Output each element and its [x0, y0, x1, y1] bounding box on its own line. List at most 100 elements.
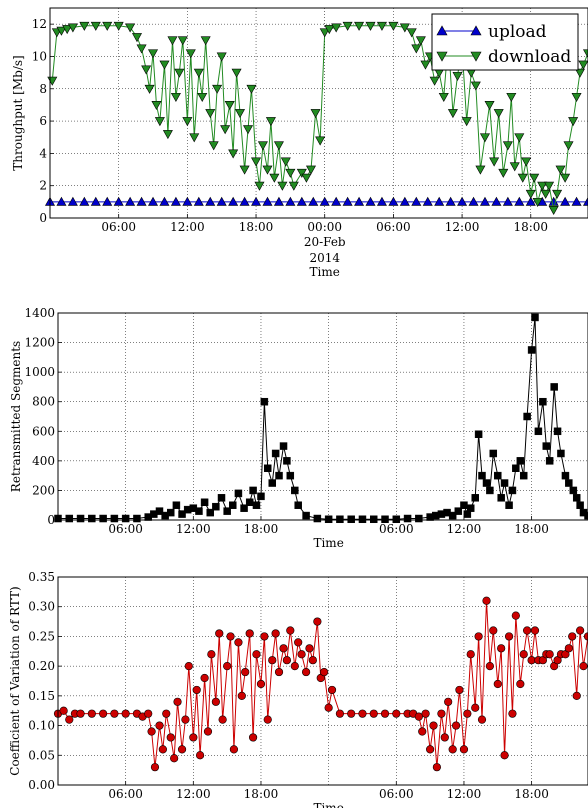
data-point — [226, 632, 235, 641]
data-point — [206, 508, 214, 517]
x-axis-label: Time — [313, 801, 343, 808]
data-point — [208, 141, 219, 151]
data-point — [519, 471, 528, 480]
data-point — [136, 196, 147, 206]
y-tick-label: 200 — [32, 483, 55, 497]
data-point — [290, 662, 299, 671]
data-point — [479, 196, 490, 206]
data-point — [466, 504, 475, 512]
data-point — [560, 173, 571, 183]
data-point — [223, 507, 231, 515]
data-point — [235, 109, 246, 119]
x-tick-label: 18:00 — [244, 787, 279, 801]
x-tick-label: 06:00 — [101, 220, 136, 234]
series-line — [58, 317, 588, 520]
data-point — [56, 196, 67, 206]
data-point — [576, 626, 585, 635]
x-tick-label: 12:00 — [447, 787, 482, 801]
data-point — [215, 629, 224, 638]
data-point — [193, 68, 204, 78]
data-point — [246, 84, 257, 94]
data-point — [504, 632, 514, 641]
data-point — [262, 165, 273, 175]
data-point — [319, 196, 330, 206]
plot-frame — [57, 576, 588, 786]
data-point — [271, 629, 280, 638]
data-point — [173, 697, 182, 706]
data-point — [572, 691, 581, 700]
y-tick-label: 10 — [32, 49, 47, 63]
data-point — [155, 721, 164, 730]
data-point — [478, 471, 486, 480]
data-point — [182, 117, 193, 127]
data-point — [578, 60, 588, 70]
data-point — [294, 501, 302, 509]
y-tick-label: 1000 — [24, 365, 55, 379]
data-point — [324, 703, 333, 712]
data-point — [166, 733, 175, 742]
data-point — [452, 71, 463, 81]
data-point — [254, 181, 265, 191]
data-point — [568, 117, 579, 127]
data-point — [151, 101, 162, 111]
data-point — [193, 196, 204, 206]
data-point — [251, 196, 262, 206]
y-tick-label: 0.35 — [28, 570, 55, 584]
data-point — [482, 596, 491, 605]
data-point — [277, 181, 288, 191]
data-point — [263, 464, 272, 472]
data-point — [305, 165, 316, 175]
data-point — [545, 650, 554, 659]
data-point — [347, 709, 356, 718]
data-point — [516, 457, 525, 465]
y-axis-label: Retransmitted Segments — [9, 341, 23, 492]
data-point — [511, 611, 520, 620]
data-point — [576, 501, 584, 509]
data-point — [342, 21, 353, 31]
data-point — [273, 196, 284, 206]
y-tick-label: 2 — [39, 179, 47, 193]
data-point — [514, 196, 525, 206]
data-point — [288, 181, 299, 191]
x-tick-label: 06:00 — [108, 522, 143, 536]
data-point — [406, 28, 417, 38]
data-point — [113, 196, 124, 206]
data-point — [269, 173, 280, 183]
data-point — [542, 442, 551, 450]
data-point — [148, 196, 159, 206]
data-point — [514, 133, 525, 143]
y-tick-label: 0 — [47, 513, 55, 527]
data-point — [455, 685, 464, 695]
data-point — [65, 715, 74, 724]
legend-entry-download: download — [436, 47, 571, 67]
data-point — [159, 60, 170, 70]
data-point — [257, 492, 265, 501]
x-tick-label: 12:00 — [445, 220, 480, 234]
chart-1: 0 2 4 6 8 10 12 06:00 12:00 18:00 00:00 06:00 12:00 1… — [11, 7, 588, 279]
data-point — [76, 709, 85, 718]
data-point — [224, 101, 235, 111]
data-point — [420, 60, 431, 70]
data-point — [388, 196, 399, 206]
data-point — [574, 68, 585, 78]
data-point — [440, 733, 449, 742]
data-point — [172, 501, 181, 509]
data-point — [170, 92, 181, 102]
data-point — [121, 514, 130, 523]
data-point — [324, 25, 335, 35]
data-point — [297, 650, 306, 659]
data-point — [459, 745, 469, 754]
data-point — [447, 109, 458, 119]
x-tick-label: 18:00 — [514, 787, 549, 801]
data-point — [584, 511, 588, 520]
x-tick-label: 12:00 — [176, 787, 211, 801]
data-point — [301, 173, 312, 183]
data-point — [512, 464, 520, 472]
data-point — [569, 486, 578, 495]
data-point — [477, 715, 487, 724]
data-point — [415, 36, 426, 46]
data-point — [121, 709, 130, 718]
y-tick-label: 0.15 — [28, 689, 55, 703]
data-point — [185, 49, 196, 59]
data-point — [102, 196, 113, 206]
